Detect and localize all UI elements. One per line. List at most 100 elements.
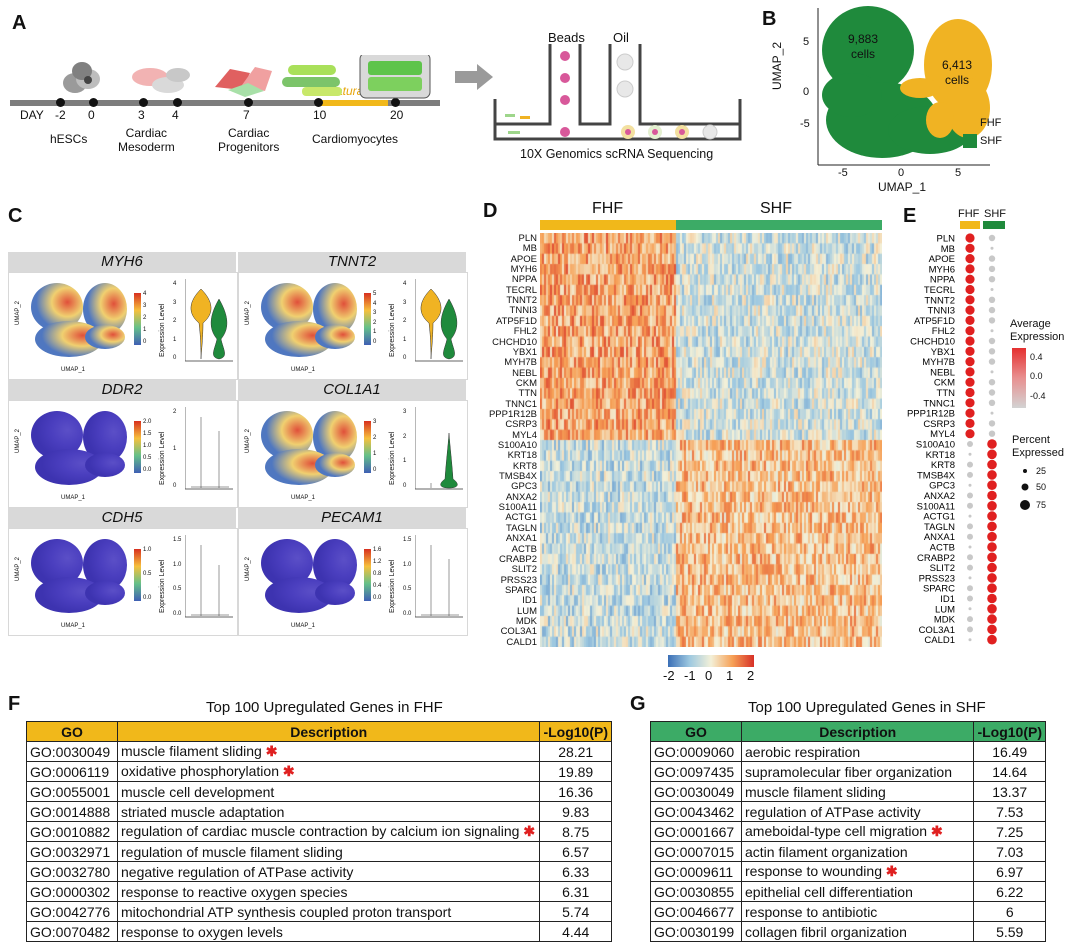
heatmap-gene-label: MYH7B [504,357,537,369]
go-id: GO:0009611 [650,861,742,882]
dotplot-shf-dot [987,490,997,501]
heatmap-gene-label: ID1 [522,595,537,607]
feature-scale-tick: 5 [373,291,377,297]
feature-plot-panel: 3 2 1 0 UMAP_1 UMAP_2 Expression Level 3 2 1 0 [238,400,468,508]
violin-tick: 0.0 [403,611,412,617]
go-id: GO:0006119 [26,761,118,782]
b-ytick-2: 0 [803,86,810,98]
heatmap-colorbar-tick: -2 [663,668,675,683]
go-description-text: mitochondrial ATP synthesis coupled prot… [121,903,452,920]
e-shf-bar [983,221,1005,229]
significance-star-icon: ✱ [885,863,898,879]
dotplot-fhf-dot [965,387,975,398]
dotplot-shf-dot [988,276,996,283]
dotplot-shf-dot [990,370,994,374]
cell-illustrations [63,55,431,99]
go-description-text: actin filament organization [745,843,908,860]
go-log-p: 7.03 [973,841,1046,862]
dotplot-gene-label: FHL2 [932,326,955,337]
feature-scale-tick: 2 [373,435,377,441]
arrow-icon [455,64,493,90]
dotplot-shf-dot [988,389,996,396]
dotplot-shf-dot [988,265,996,273]
fhf-table-header: GO Description -Log10(P) [26,721,612,742]
feature-gene-title: DDR2 [8,380,236,400]
go-description-text: epithelial cell differentiation [745,883,913,900]
go-table-row: GO:0042776 mitochondrial ATP synthesis c… [26,901,612,922]
dotplot-gene-label: TTN [937,388,956,399]
heatmap-gene-label: NPPA [511,274,537,286]
dotplot-fhf-dot [965,336,975,346]
shf-group-label: SHF [760,200,792,217]
dotplot-gene-label: PPP1R12B [907,409,955,420]
dotplot-shf-dot [987,439,997,449]
e-fhf-label: FHF [958,208,980,220]
go-description-text: aerobic respiration [745,743,861,760]
violin-ylabel: Expression Level [159,559,166,613]
heatmap-gene-label: TECRL [505,284,537,296]
e-fhf-bar [960,221,980,229]
feature-scale-tick: 1.0 [143,443,152,449]
day-dot [391,98,400,107]
heatmap-gene-label: KRT8 [512,460,537,472]
go-description-text: response to antibiotic [745,903,878,920]
fhf-group-bar [540,220,676,230]
heatmap-gene-label: ACTB [511,543,537,555]
dotplot-fhf-dot [965,346,975,356]
dotplot-gene-label: ACTB [930,543,955,554]
feature-colorbar [134,293,141,345]
violin-tick: 1 [173,336,177,343]
stage-mesoderm: Cardiac Mesoderm [118,126,175,154]
go-log-p: 5.74 [539,901,612,922]
dotplot-shf-dot [987,501,997,511]
go-log-p: 9.83 [539,801,612,822]
dotplot-fhf-dot [967,461,973,468]
go-log-p: 6.97 [973,861,1046,882]
heatmap-gene-label: NEBL [512,367,537,379]
dotplot-fhf-dot [968,452,972,456]
umap-xlabel: UMAP_1 [61,623,86,629]
stage-hescs: hESCs [50,132,88,146]
violin-ylabel: Expression Level [159,303,166,357]
go-description: response to antibiotic [740,901,975,922]
dotplot-shf-dot [987,604,997,614]
dotplot-gene-label: TNNC1 [923,398,955,409]
pct-dots [1020,469,1030,510]
go-id: GO:0097435 [650,761,742,782]
umap-feature [31,539,127,613]
day-dot [56,98,65,107]
dotplot-fhf-dot [965,305,975,315]
go-id: GO:0042776 [26,901,118,922]
heatmap-colorbar-tick: 2 [747,668,755,683]
dotplot-gene-label: KRT18 [926,450,955,461]
dotplot-fhf-dot [967,564,973,571]
dotplot-gene-label: CSRP3 [923,419,955,430]
violin-tick: 1.0 [403,561,412,568]
go-description: response to reactive oxygen species [116,881,541,902]
violin-tick: 0 [173,483,177,489]
go-description-text: muscle filament sliding [121,743,262,759]
dotplot-gene-label: TMSB4X [917,470,956,481]
feature-scale-tick: 3 [373,419,377,425]
go-description-text: supramolecular fiber organization [745,763,952,780]
go-log-p: 6 [973,901,1046,922]
umap-xlabel: UMAP_1 [61,367,86,373]
heatmap-gene-label: FHL2 [513,326,537,338]
legend-shf-label: SHF [980,135,1002,147]
go-log-p: 16.49 [973,741,1046,762]
violin-tick: 3 [403,299,407,306]
go-id: GO:0030855 [650,881,742,902]
go-id: GO:0030049 [650,781,742,802]
go-log-p: 6.31 [539,881,612,902]
feature-scale-tick: 0 [373,467,377,473]
shf-count: 9,883 [848,32,879,46]
dotplot-fhf-dot [967,502,973,509]
dotplot-shf-dot [988,234,996,242]
go-id: GO:0030049 [26,741,118,762]
heatmap-gene-label: COL3A1 [500,626,537,638]
feature-scale-tick: 3 [143,303,147,309]
feature-scale-tick: 2 [143,315,147,321]
violin-tick: 0 [403,355,407,361]
violin-tick: 0.5 [173,586,182,593]
go-log-p: 19.89 [539,761,612,782]
